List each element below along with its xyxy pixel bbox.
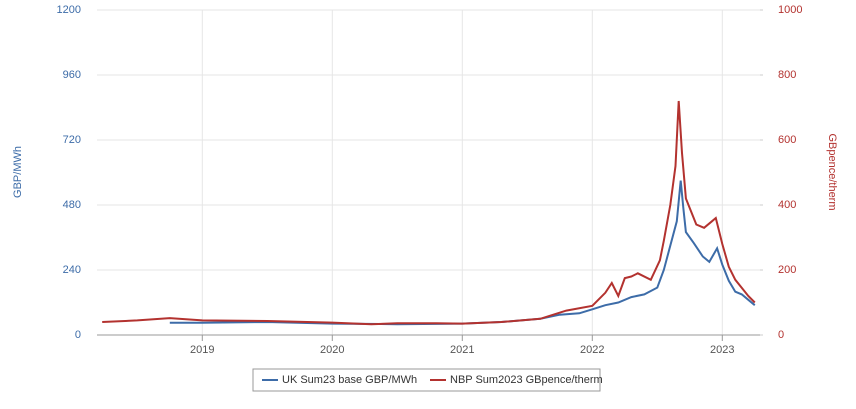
y-tick-label: 720 (63, 134, 81, 146)
y-tick-label: 1200 (57, 4, 81, 16)
x-tick-label: 2023 (710, 344, 734, 356)
x-tick-label: 2019 (190, 344, 214, 356)
x-tick-label: 2022 (580, 344, 604, 356)
y-tick-label: 480 (63, 199, 81, 211)
y-axis-title: GBP/MWh (12, 146, 24, 198)
y2-tick-label: 0 (778, 329, 784, 341)
y-tick-label: 960 (63, 69, 81, 81)
y2-tick-label: 1000 (778, 4, 802, 16)
y-tick-label: 240 (63, 264, 81, 276)
y2-tick-label: 400 (778, 199, 796, 211)
y-tick-label: 0 (75, 329, 81, 341)
y2-tick-label: 600 (778, 134, 796, 146)
legend-label: UK Sum23 base GBP/MWh (282, 374, 417, 386)
y2-tick-label: 800 (778, 69, 796, 81)
x-tick-label: 2021 (450, 344, 474, 356)
legend-label: NBP Sum2023 GBpence/therm (450, 374, 603, 386)
series-line (102, 100, 756, 326)
x-tick-label: 2020 (320, 344, 344, 356)
y2-axis-title: GBpence/therm (826, 133, 838, 210)
legend-box (252, 368, 601, 392)
y2-tick-label: 200 (778, 264, 796, 276)
